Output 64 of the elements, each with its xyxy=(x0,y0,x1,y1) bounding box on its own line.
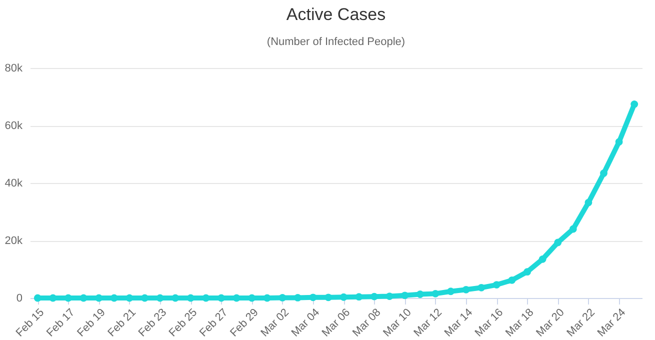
point xyxy=(615,138,623,146)
x-tick-label: Feb 29 xyxy=(228,306,261,340)
point xyxy=(386,292,394,300)
point xyxy=(370,292,378,300)
x-tick-label: Feb 21 xyxy=(106,306,138,340)
point xyxy=(324,294,332,302)
x-tick-label: Feb 15 xyxy=(14,306,47,340)
x-tick-label: Mar 10 xyxy=(381,306,414,340)
point xyxy=(278,294,286,302)
point xyxy=(478,284,486,292)
point xyxy=(80,294,88,302)
point xyxy=(462,286,470,294)
point xyxy=(340,293,348,301)
point xyxy=(416,290,424,298)
point xyxy=(110,294,118,302)
x-tick-label: Mar 06 xyxy=(320,306,353,340)
x-tick-label: Mar 04 xyxy=(289,306,322,340)
x-tick-label: Mar 02 xyxy=(258,306,292,340)
point xyxy=(218,294,225,302)
x-tick-label: Mar 20 xyxy=(534,306,567,340)
point xyxy=(126,294,134,302)
point xyxy=(49,294,57,302)
x-tick-label: Mar 18 xyxy=(504,306,536,340)
point xyxy=(630,100,638,108)
y-tick-label: 40k xyxy=(4,178,23,190)
point xyxy=(202,294,210,302)
point xyxy=(141,294,148,302)
y-tick-label: 60k xyxy=(4,120,23,132)
point xyxy=(447,288,454,296)
point xyxy=(524,268,531,276)
x-tick-label: Feb 27 xyxy=(198,306,230,340)
chart-title: Active Cases xyxy=(286,5,386,24)
point xyxy=(401,292,409,300)
point xyxy=(232,294,240,302)
point xyxy=(554,238,562,246)
x-tick-label: Mar 16 xyxy=(472,306,506,340)
y-tick-label: 0 xyxy=(16,292,22,304)
point xyxy=(432,290,440,298)
x-tick-label: Mar 24 xyxy=(595,306,628,340)
point xyxy=(569,225,577,233)
point xyxy=(294,294,302,302)
x-tick-label: Mar 14 xyxy=(442,306,476,340)
point xyxy=(263,294,271,302)
point xyxy=(492,281,500,288)
point xyxy=(600,170,608,177)
point xyxy=(309,294,317,302)
point xyxy=(508,276,516,284)
y-tick-label: 20k xyxy=(4,235,23,247)
point xyxy=(34,294,42,302)
point xyxy=(538,255,546,263)
x-tick-label: Mar 12 xyxy=(412,306,444,340)
x-tick-label: Feb 23 xyxy=(136,306,170,340)
x-tick-label: Mar 22 xyxy=(564,306,598,340)
y-tick-label: 80k xyxy=(4,62,23,74)
x-tick-label: Feb 19 xyxy=(75,306,108,340)
x-tick-label: Feb 17 xyxy=(44,306,78,340)
x-tick-label: Mar 08 xyxy=(350,306,384,340)
chart-subtitle: (Number of Infected People) xyxy=(266,36,406,48)
x-tick-label: Feb 25 xyxy=(166,306,200,340)
point xyxy=(156,294,164,302)
point xyxy=(355,293,363,301)
point xyxy=(186,294,194,302)
point xyxy=(584,198,592,206)
point xyxy=(64,294,72,302)
